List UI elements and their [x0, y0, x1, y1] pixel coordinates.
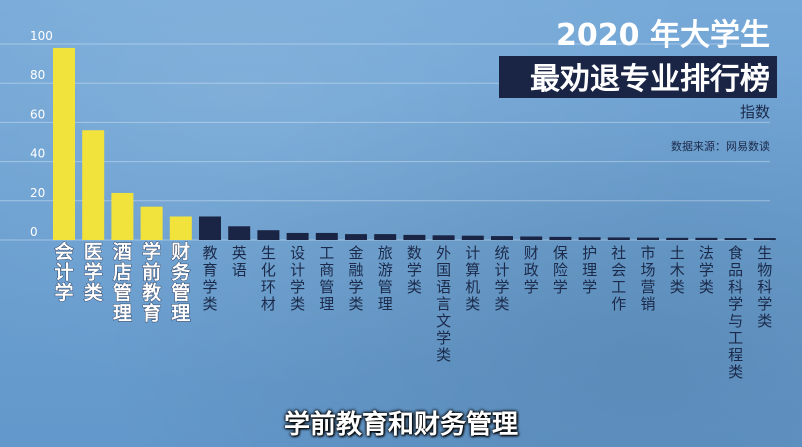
chart-title-line2-background: [499, 56, 777, 98]
bar-11: [345, 234, 367, 240]
bar-2: [82, 130, 105, 240]
bar-23: [695, 237, 718, 240]
bar-6: [199, 216, 221, 240]
bar-3: [111, 192, 134, 240]
bar-4: [140, 206, 163, 240]
x-tick-label: 金融学类: [348, 244, 363, 313]
bar-5: [169, 216, 192, 240]
chart-title-line1: 2020 年大学生: [556, 18, 770, 53]
bar-1: [53, 47, 75, 240]
y-tick-label: 40: [30, 147, 45, 161]
x-tick-label: 土木类: [670, 244, 685, 296]
x-tick-label: 数学类: [407, 244, 422, 296]
x-tick-label: 设计学类: [290, 244, 305, 313]
x-tick-label: 法学类: [699, 244, 714, 296]
bar-14: [432, 235, 455, 240]
bar-18: [549, 236, 572, 240]
bar-25: [753, 238, 776, 240]
bars: [53, 47, 776, 240]
x-tick-label: 会计学: [54, 240, 73, 304]
x-tick-label: 英语: [232, 244, 247, 279]
bar-7: [228, 226, 251, 240]
y-tick-label: 100: [30, 29, 53, 43]
y-tick-label: 60: [30, 107, 45, 121]
video-caption: 学前教育和财务管理: [283, 410, 518, 440]
x-tick-label: 外国语言文学类: [436, 244, 451, 364]
x-tick-label: 护理学: [582, 244, 597, 296]
y-axis-label: 指数: [740, 103, 770, 121]
x-tick-label: 食品科学与工程类: [728, 244, 743, 381]
x-tick-label: 医学类: [84, 241, 103, 304]
y-tick-label: 20: [30, 186, 45, 200]
y-tick-label: 80: [30, 68, 45, 82]
bar-15: [461, 235, 484, 240]
x-tick-label: 统计学类: [494, 244, 509, 313]
x-tick-label: 财政学: [524, 244, 539, 296]
x-tick-label: 财务管理: [171, 240, 191, 325]
x-tick-label: 旅游管理: [378, 244, 393, 313]
data-source: 数据来源：网易数读: [671, 139, 770, 153]
bar-13: [403, 234, 426, 240]
x-tick-label: 教育学类: [202, 244, 217, 313]
bar-21: [637, 237, 659, 240]
bar-10: [315, 232, 338, 240]
bar-16: [491, 236, 513, 240]
bar-20: [607, 237, 630, 240]
bar-22: [666, 237, 689, 240]
bar-24: [724, 238, 747, 240]
bar-17: [520, 236, 543, 240]
x-axis-labels: 会计学医学类酒店管理学前教育财务管理教育学类英语生化环材设计学类工商管理金融学类…: [54, 240, 772, 381]
x-tick-label: 学前教育: [142, 240, 162, 325]
chart-title-line2: 最劝退专业排行榜: [530, 62, 770, 97]
x-tick-label: 社会工作: [611, 244, 626, 313]
x-tick-label: 市场营销: [640, 244, 655, 313]
y-axis-ticks: 0 20 40 60 80 100: [30, 29, 53, 239]
x-tick-label: 生化环材: [261, 244, 276, 313]
x-tick-label: 生物科学类: [757, 244, 772, 330]
x-tick-label: 计算机类: [465, 244, 480, 313]
x-tick-label: 工商管理: [319, 244, 334, 313]
x-tick-label: 酒店管理: [113, 241, 132, 325]
bar-12: [374, 234, 397, 240]
bar-19: [578, 237, 601, 240]
bar-8: [257, 230, 280, 240]
y-tick-label: 0: [30, 225, 38, 239]
bar-9: [286, 232, 309, 240]
x-tick-label: 保险学: [553, 244, 568, 296]
